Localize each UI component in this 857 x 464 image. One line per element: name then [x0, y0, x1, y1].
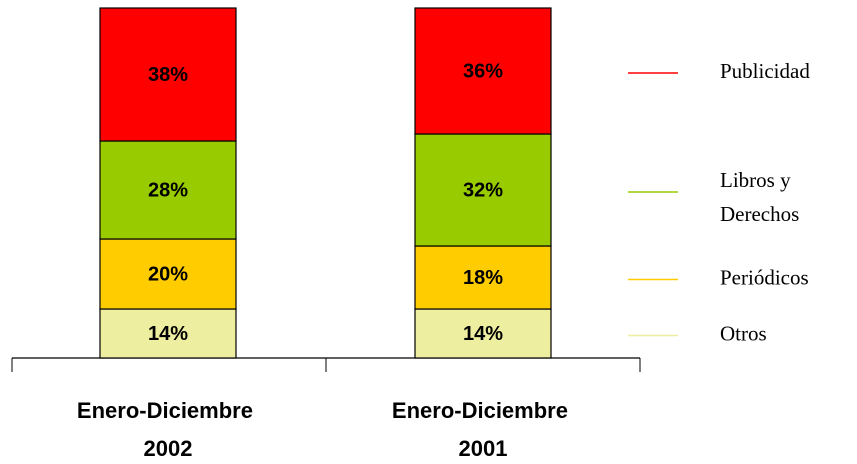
legend-label: Publicidad — [720, 59, 810, 83]
bar-segment — [414, 7, 552, 135]
bar-segment — [414, 133, 552, 247]
value-label: 14% — [463, 323, 503, 345]
bar-segment — [414, 245, 552, 310]
value-label: 14% — [148, 323, 188, 345]
bar-segment — [99, 308, 237, 359]
bar-segment — [414, 308, 552, 359]
bar-segment — [99, 140, 237, 240]
legend-label: Otros — [720, 322, 767, 346]
bar-segment — [99, 238, 237, 310]
x-tick-label: Enero-Diciembre 2001 — [392, 398, 574, 461]
bar-segment — [99, 7, 237, 142]
x-tick-label: Enero-Diciembre 2002 — [77, 398, 259, 461]
legend-label: Libros y Derechos — [720, 168, 799, 226]
value-label: 28% — [148, 179, 188, 201]
value-label: 38% — [148, 64, 188, 86]
value-label: 36% — [463, 60, 503, 82]
legend-label: Periódicos — [720, 266, 809, 290]
value-label: 18% — [463, 267, 503, 289]
value-label: 32% — [463, 179, 503, 201]
value-label: 20% — [148, 263, 188, 285]
